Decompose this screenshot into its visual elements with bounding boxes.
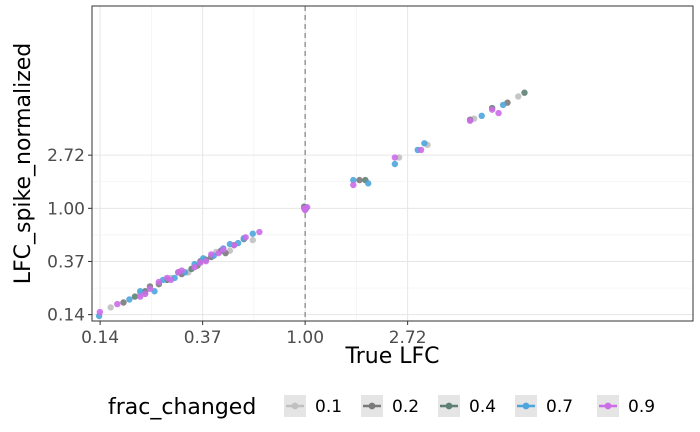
- data-point: [417, 146, 425, 154]
- data-point: [120, 299, 127, 306]
- data-point: [249, 230, 256, 237]
- y-tick-label: 0.37: [47, 252, 85, 272]
- data-point: [131, 293, 139, 300]
- data-point: [466, 117, 474, 124]
- data-point: [197, 259, 204, 266]
- data-point: [114, 300, 121, 308]
- legend: frac_changed 0.1 0.2 0.4 0.7 0.9: [108, 395, 655, 420]
- y-tick-label: 1.00: [47, 199, 85, 219]
- panel-border: [91, 5, 694, 322]
- data-point: [356, 176, 363, 184]
- data-point: [96, 308, 104, 316]
- data-point: [136, 293, 144, 300]
- data-point: [230, 241, 238, 249]
- legend-key-point: [445, 402, 453, 410]
- legend-label: 0.7: [546, 397, 573, 417]
- data-point: [488, 106, 496, 113]
- data-point: [163, 274, 171, 282]
- points-layer: [95, 89, 528, 320]
- data-point: [499, 101, 507, 109]
- data-point: [303, 204, 311, 211]
- data-point: [256, 228, 263, 236]
- data-point: [126, 296, 133, 303]
- data-point: [191, 264, 198, 271]
- legend-key-point: [291, 402, 299, 410]
- data-point: [175, 269, 182, 276]
- data-point: [350, 181, 357, 189]
- data-point: [146, 285, 154, 292]
- data-point: [107, 304, 114, 311]
- x-tick-label: 1.00: [286, 328, 324, 348]
- data-point: [495, 109, 502, 117]
- data-point: [136, 288, 144, 295]
- data-point: [155, 278, 163, 286]
- data-point: [249, 236, 256, 244]
- legend-label: 0.2: [392, 397, 419, 417]
- data-point: [364, 180, 372, 187]
- data-point: [421, 140, 428, 147]
- x-tick-layer: 0.14 0.37 1.00 2.72: [81, 321, 427, 348]
- data-point: [515, 93, 522, 100]
- x-tick-label: 0.37: [184, 328, 222, 348]
- legend-entries: 0.1 0.2 0.4 0.7 0.9: [284, 395, 655, 417]
- legend-key-point: [522, 402, 530, 410]
- x-tick-label: 2.72: [389, 328, 427, 348]
- legend-title: frac_changed: [108, 395, 256, 420]
- legend-label: 0.4: [469, 397, 496, 417]
- y-tick-label: 2.72: [47, 146, 85, 166]
- data-point: [391, 160, 399, 168]
- data-point: [242, 234, 249, 241]
- data-point: [141, 290, 149, 298]
- data-point: [208, 251, 215, 258]
- legend-key-point: [368, 402, 376, 410]
- data-point: [202, 257, 210, 265]
- legend-label: 0.9: [628, 397, 655, 417]
- y-axis-title: LFC_spike_normalized: [11, 43, 36, 285]
- data-point: [220, 246, 227, 253]
- data-point: [215, 249, 222, 257]
- legend-label: 0.1: [315, 397, 342, 417]
- y-tick-label: 0.14: [47, 306, 85, 326]
- y-tick-layer: 0.14 0.37 1.00 2.72: [47, 146, 92, 326]
- x-tick-label: 0.14: [81, 328, 119, 348]
- data-point: [521, 89, 528, 96]
- legend-key-point: [604, 402, 612, 410]
- data-point: [350, 176, 357, 184]
- data-point: [391, 154, 399, 161]
- x-axis-title: True LFC: [345, 344, 440, 369]
- data-point: [478, 112, 485, 120]
